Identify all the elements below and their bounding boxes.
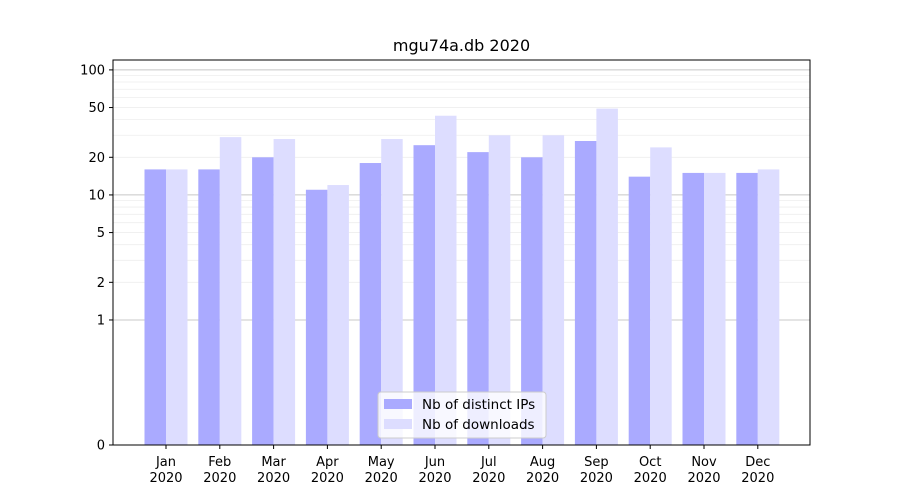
x-tick-label-year: 2020 [257, 471, 290, 486]
y-tick-label: 1 [97, 313, 105, 328]
x-tick-label-year: 2020 [687, 471, 720, 486]
bar-distinct-ips [359, 163, 382, 445]
y-tick-label: 5 [97, 226, 105, 241]
bar-downloads [219, 137, 242, 445]
x-tick-label-year: 2020 [741, 471, 774, 486]
bar-distinct-ips [305, 189, 328, 445]
bars-layer [144, 108, 780, 446]
y-tick-label: 20 [88, 151, 105, 166]
x-tick-label-year: 2020 [311, 471, 344, 486]
bar-distinct-ips [682, 172, 704, 445]
x-tick-label-year: 2020 [526, 471, 559, 486]
legend-box [377, 391, 547, 439]
chart-title: mgu74a.db 2020 [393, 36, 530, 55]
bar-distinct-ips [628, 176, 651, 445]
bar-distinct-ips [467, 152, 489, 445]
axes-layer: Jan2020Feb2020Mar2020Apr2020May2020Jun20… [80, 63, 774, 486]
bar-downloads [435, 115, 457, 445]
bar-downloads [542, 135, 565, 445]
bar-distinct-ips [413, 145, 435, 445]
bar-downloads [650, 147, 672, 446]
legend-label: Nb of distinct IPs [422, 397, 535, 413]
x-tick-label-month: Sep [584, 455, 609, 470]
bar-downloads [273, 139, 296, 445]
x-tick-label-month: Mar [261, 455, 286, 470]
bar-downloads [704, 172, 726, 445]
bar-distinct-ips [736, 172, 758, 445]
bar-downloads [327, 185, 349, 445]
x-tick-label-year: 2020 [580, 471, 613, 486]
legend-swatch [384, 419, 412, 429]
plot-frame [112, 59, 811, 446]
y-tick-label: 10 [88, 188, 105, 203]
bar-distinct-ips [198, 169, 220, 445]
bar-distinct-ips [252, 157, 274, 445]
x-tick-label-month: Apr [316, 455, 339, 470]
x-tick-label-month: Dec [745, 455, 770, 470]
bar-distinct-ips [144, 169, 166, 445]
bar-downloads [488, 135, 511, 445]
bar-distinct-ips [574, 140, 597, 445]
bar-distinct-ips [521, 157, 543, 445]
legend-swatch [384, 399, 412, 409]
x-tick-label-month: Nov [691, 455, 717, 470]
x-tick-label-year: 2020 [634, 471, 667, 486]
y-tick-label: 50 [88, 101, 105, 116]
x-tick-label-month: Jun [424, 455, 445, 470]
y-tick-label: 0 [97, 439, 105, 454]
bar-downloads [381, 139, 403, 445]
x-tick-label-month: May [368, 455, 395, 470]
x-tick-label-year: 2020 [472, 471, 505, 486]
bar-downloads [166, 169, 188, 445]
bar-downloads [757, 169, 780, 445]
x-tick-label-year: 2020 [418, 471, 451, 486]
x-tick-label-month: Jul [480, 455, 497, 470]
legend-label: Nb of downloads [422, 417, 535, 433]
x-tick-label-year: 2020 [203, 471, 236, 486]
y-tick-label: 2 [97, 276, 105, 291]
x-tick-label-year: 2020 [149, 471, 182, 486]
x-tick-label-month: Oct [639, 455, 661, 470]
x-tick-label-month: Aug [530, 455, 555, 470]
legend: Nb of distinct IPs Nb of downloads [377, 391, 547, 439]
x-tick-label-month: Feb [208, 455, 231, 470]
x-tick-label-month: Jan [155, 455, 176, 470]
x-tick-label-year: 2020 [365, 471, 398, 486]
bar-downloads [596, 108, 618, 445]
y-tick-label: 100 [80, 63, 105, 78]
